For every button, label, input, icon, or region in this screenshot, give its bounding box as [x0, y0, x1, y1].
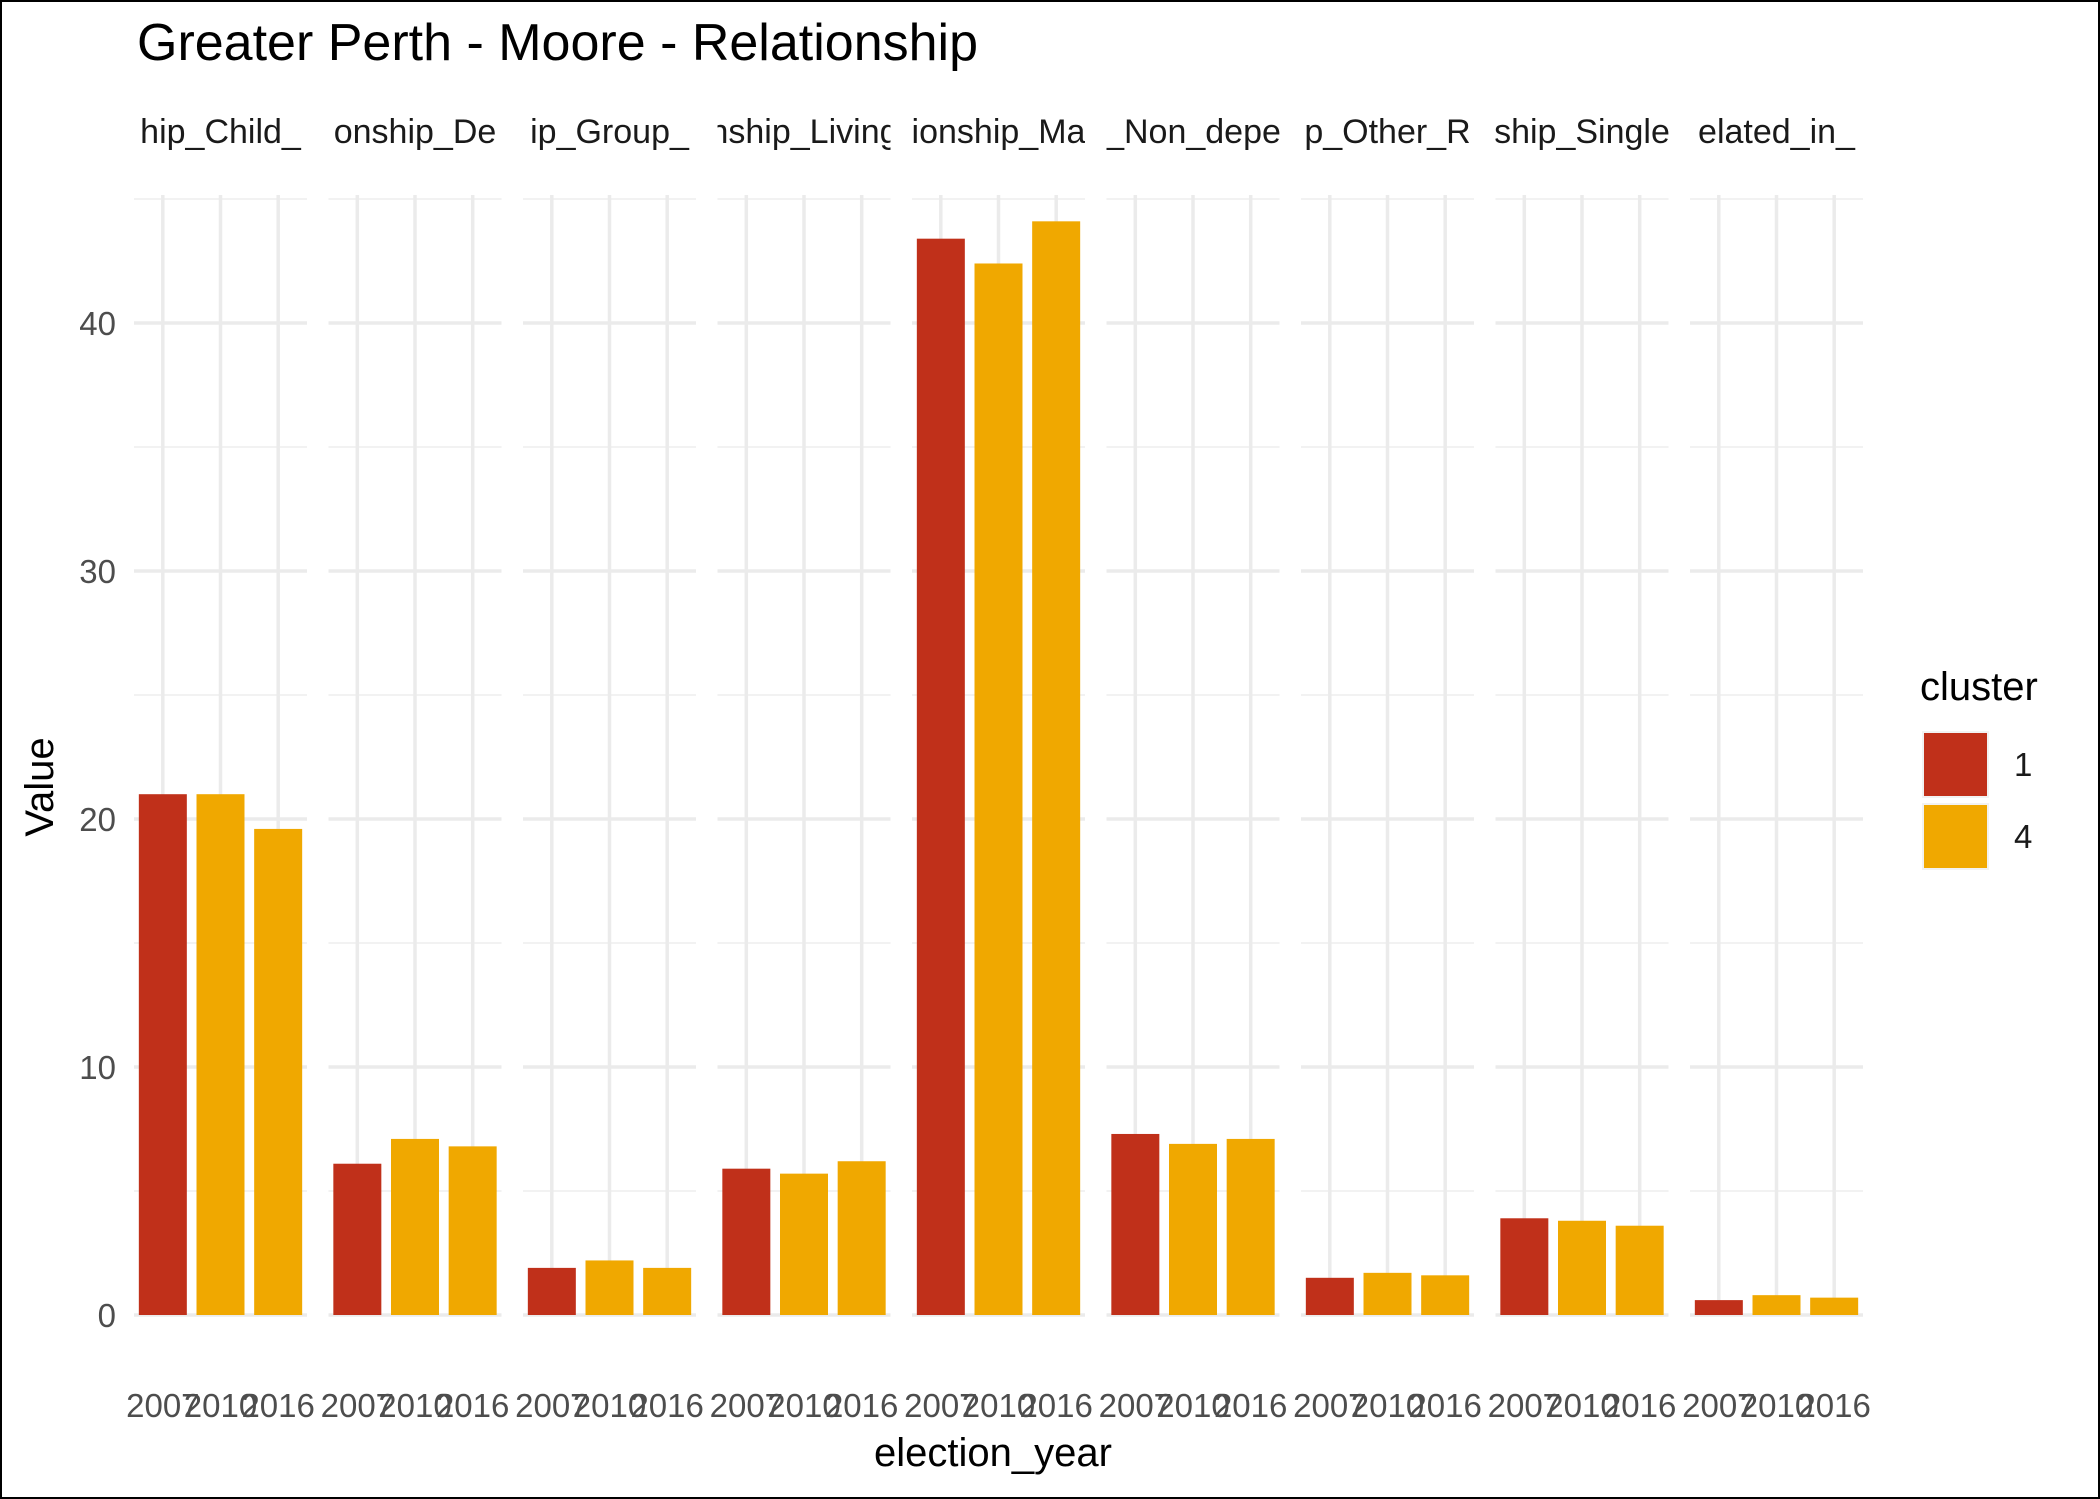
bar [391, 1138, 439, 1315]
facet-strip-label: ip_Group_ [530, 113, 690, 151]
x-tick-label: 2010 [573, 1387, 646, 1424]
x-tick-label: 2016 [1214, 1387, 1287, 1424]
bar [254, 828, 303, 1315]
facet-strip-label: _Non_depe [1104, 113, 1281, 151]
bar [1169, 1143, 1217, 1315]
legend-swatch [1924, 805, 1987, 868]
x-tick-label: 2007 [904, 1387, 977, 1424]
x-axis-title: election_year [874, 1431, 1112, 1475]
x-tick-label: 2010 [767, 1387, 840, 1424]
bar [1226, 1138, 1275, 1315]
bar [722, 1168, 771, 1315]
facet-panels: hip_Child_200720102016onship_De200720102… [126, 113, 1871, 1424]
bar [333, 1163, 382, 1315]
bar [1305, 1277, 1354, 1315]
x-tick-label: 2010 [1156, 1387, 1229, 1424]
x-tick-label: 2016 [630, 1387, 703, 1424]
x-tick-label: 2007 [1488, 1387, 1561, 1424]
bar [1615, 1225, 1664, 1315]
x-tick-label: 2010 [1740, 1387, 1813, 1424]
bar [916, 238, 965, 1316]
x-tick-label: 2010 [962, 1387, 1035, 1424]
x-tick-label: 2016 [436, 1387, 509, 1424]
bar [1558, 1220, 1606, 1315]
bar [196, 794, 245, 1315]
facet-strip-label: ionship_Ma [912, 113, 1086, 151]
bar [585, 1260, 634, 1315]
bar [837, 1161, 886, 1315]
legend-label: 4 [2014, 818, 2032, 855]
bar [1752, 1295, 1801, 1315]
legend-title: cluster [1920, 665, 2038, 709]
x-tick-label: 2010 [1545, 1387, 1618, 1424]
bar [138, 794, 187, 1315]
y-tick-label: 20 [79, 801, 116, 838]
x-tick-label: 2007 [321, 1387, 394, 1424]
y-tick-label: 10 [79, 1049, 116, 1086]
y-tick-label: 40 [79, 305, 116, 342]
x-tick-label: 2016 [1603, 1387, 1676, 1424]
x-tick-label: 2007 [126, 1387, 199, 1424]
bar [448, 1146, 497, 1315]
x-tick-label: 2007 [1099, 1387, 1172, 1424]
facet-strip-label: p_Other_R [1304, 113, 1470, 151]
x-tick-label: 2016 [1797, 1387, 1870, 1424]
bar [527, 1267, 576, 1315]
chart-title: Greater Perth - Moore - Relationship [137, 14, 978, 72]
x-tick-label: 2007 [1293, 1387, 1366, 1424]
bar [1421, 1275, 1470, 1315]
bar [1500, 1218, 1549, 1315]
legend: cluster 1 4 [1920, 665, 2038, 870]
y-axis-title: Value [18, 737, 62, 836]
x-tick-label: 2016 [241, 1387, 314, 1424]
bar [974, 263, 1023, 1316]
bar [1810, 1297, 1859, 1315]
x-tick-label: 2010 [184, 1387, 257, 1424]
x-tick-label: 2016 [825, 1387, 898, 1424]
legend-label: 1 [2014, 746, 2032, 783]
facet-strip-label: elated_in_ [1698, 113, 1856, 151]
bar [1111, 1133, 1160, 1315]
bar [780, 1173, 828, 1315]
x-tick-label: 2016 [1408, 1387, 1481, 1424]
x-tick-label: 2010 [378, 1387, 451, 1424]
bar [643, 1267, 692, 1315]
legend-swatch [1924, 733, 1987, 796]
facet-strip-label: nship_Living [709, 113, 898, 151]
y-tick-label: 0 [98, 1297, 116, 1334]
x-tick-label: 2010 [1351, 1387, 1424, 1424]
bar [1363, 1272, 1412, 1315]
x-tick-label: 2007 [1682, 1387, 1755, 1424]
x-tick-label: 2016 [1019, 1387, 1092, 1424]
y-axis-ticks: 0 10 20 30 40 [79, 305, 116, 1334]
x-tick-label: 2007 [515, 1387, 588, 1424]
x-tick-label: 2007 [710, 1387, 783, 1424]
facet-strip-label: hip_Child_ [140, 113, 302, 151]
bar [1032, 221, 1081, 1315]
facet-strip-label: ship_Single [1494, 113, 1670, 151]
y-tick-label: 30 [79, 553, 116, 590]
facet-strip-label: onship_De [334, 113, 497, 151]
bar [1694, 1300, 1743, 1315]
